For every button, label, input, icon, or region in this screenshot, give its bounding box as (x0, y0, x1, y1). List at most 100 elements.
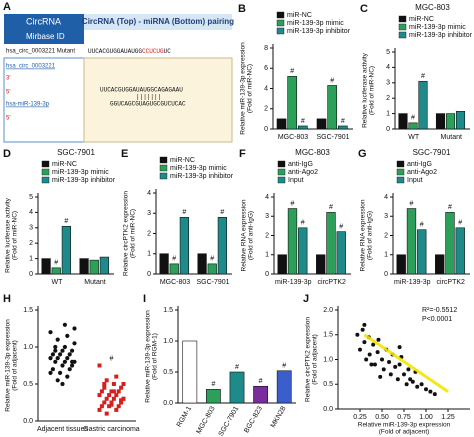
data-point (432, 392, 437, 397)
bar (179, 217, 189, 275)
y-tick-label: 2 (386, 95, 390, 102)
bar (406, 208, 417, 275)
annotation: R²=-0.5512 (422, 307, 457, 314)
y-axis-label: Relative luciferase activity (5, 197, 12, 273)
x-tick-label: 0.25 (353, 414, 367, 421)
data-point (55, 378, 60, 383)
bar (445, 113, 456, 130)
data-point (111, 396, 116, 401)
x-tick-label: SGC-7901 (316, 134, 349, 141)
chart-panel: H Relative miR-139-3p expression (Fold of … (3, 293, 140, 433)
y-tick-label: 5 (386, 49, 390, 56)
significance-mark: # (329, 204, 333, 211)
circ-end: 3' (6, 76, 10, 82)
y-axis-label: Relative RNA expression (360, 199, 367, 271)
pairing-box (83, 57, 233, 143)
legend-swatch (276, 19, 285, 27)
bar (435, 254, 445, 275)
bar (316, 254, 326, 275)
y-axis-label: (Fold of adjacent) (312, 334, 319, 385)
y-tick-label: 3 (29, 225, 33, 232)
mutant-id: hsa_circ_0003221 Mutant (6, 49, 75, 55)
chart-title: SGC-7901 (413, 148, 451, 157)
chart-panel: I Relative miR-139-3p expression (Fold of … (143, 293, 296, 437)
trend-line (363, 333, 449, 393)
legend-swatch (41, 176, 50, 184)
data-point (109, 400, 114, 405)
data-point (355, 332, 360, 337)
y-tick-label: 2 (384, 232, 388, 239)
y-tick-label: 1 (147, 251, 151, 258)
bar (396, 254, 406, 275)
data-point (104, 411, 109, 416)
panel-label: E (121, 148, 128, 160)
data-point (376, 337, 381, 342)
y-tick-label: 4 (384, 194, 388, 201)
data-point (62, 322, 67, 327)
legend-label: miR-NC (52, 161, 77, 168)
data-point (109, 389, 114, 394)
bar (417, 229, 427, 275)
bar (418, 80, 428, 130)
data-point (102, 400, 107, 405)
data-point (48, 370, 53, 375)
panel-label: G (358, 148, 367, 160)
data-point (362, 322, 367, 327)
legend-swatch (41, 168, 50, 176)
legend-swatch (398, 23, 407, 31)
bar (277, 254, 287, 275)
y-tick-label: 3 (384, 213, 388, 220)
x-tick-label: Mutant (84, 279, 105, 286)
bar (169, 263, 179, 275)
legend-label: miR-139-3p inhibitor (409, 32, 473, 39)
bar (217, 217, 227, 275)
legend-label: anti-IgG (288, 161, 313, 168)
data-point (388, 372, 393, 377)
data-point (367, 352, 372, 357)
panel-label: A (3, 1, 11, 13)
y-tick-label: 2 (29, 240, 33, 247)
legend-label: Input (288, 177, 304, 184)
data-point (397, 345, 402, 350)
significance-mark: # (301, 118, 305, 125)
data-point (60, 363, 65, 368)
x-axis-label: Relative miR-139-3p expression (358, 422, 451, 429)
annotation: P<0.0001 (422, 316, 452, 323)
legend-label: miR-139-3p inhibitor (287, 28, 351, 35)
bar (276, 118, 287, 130)
data-point (65, 356, 70, 361)
legend-swatch (277, 168, 286, 176)
bar (253, 385, 268, 404)
data-point (375, 350, 380, 355)
panel-label: H (3, 293, 11, 305)
y-axis-label: Relative RNA expression (241, 199, 248, 271)
significance-mark: # (330, 77, 334, 84)
significance-mark: # (235, 364, 239, 371)
data-point (408, 377, 413, 382)
mir-id: hsa-miR-139-3p (6, 102, 50, 108)
significance-mark: # (421, 73, 425, 80)
significance-mark: # (64, 218, 68, 225)
legend-swatch (277, 160, 286, 168)
legend-label: miR-139-3p inhibitor (170, 173, 234, 180)
y-axis-label: (Fold of adjacent) (12, 340, 19, 391)
legend-swatch (398, 31, 407, 39)
y-axis-label: (Fold of miR-NC) (130, 209, 137, 258)
y-tick-label: 0 (265, 271, 269, 278)
significance-mark: # (339, 223, 343, 230)
y-tick-label: 0.5 (23, 381, 33, 388)
significance-mark: # (410, 200, 414, 207)
data-point (60, 348, 65, 353)
data-point (393, 364, 398, 369)
x-tick-label: MKN28 (270, 405, 288, 429)
data-point (114, 407, 119, 412)
bar (455, 227, 465, 275)
panel-label: B (238, 3, 246, 15)
significance-mark: # (458, 220, 462, 227)
x-tick-label: WT (408, 134, 420, 141)
y-tick-label: 4 (147, 190, 151, 197)
bar (298, 227, 308, 275)
header-cell (84, 14, 232, 30)
